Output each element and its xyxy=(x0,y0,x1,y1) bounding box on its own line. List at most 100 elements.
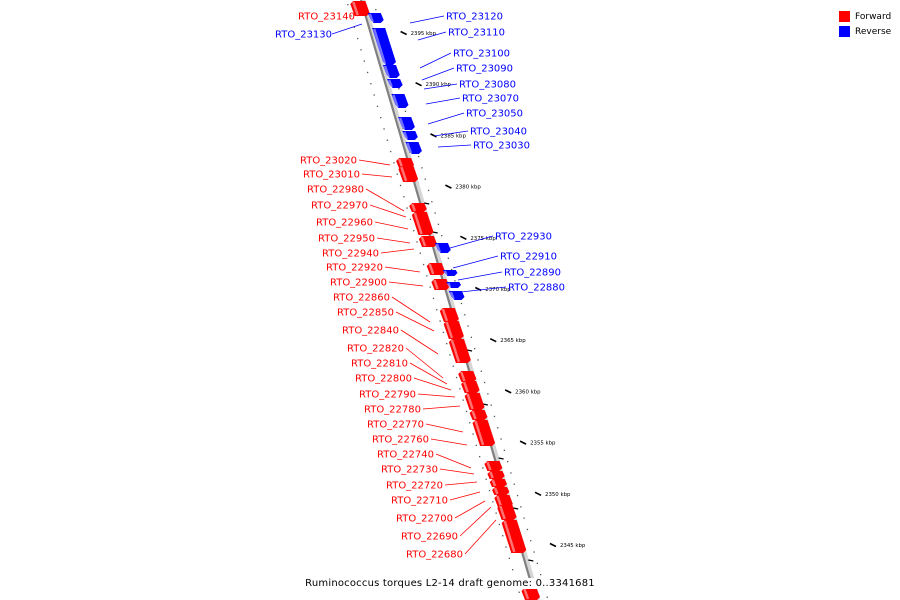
forward-gene-label[interactable]: RTO_22800 xyxy=(355,374,412,385)
reverse-gene-glyph[interactable] xyxy=(382,65,400,78)
guide-dot xyxy=(520,506,522,508)
forward-gene-glyph[interactable] xyxy=(448,339,471,363)
gene-glyphs xyxy=(350,1,540,600)
forward-gene-glyph[interactable] xyxy=(411,212,434,235)
minor-tick xyxy=(482,403,488,406)
reverse-gene-glyph[interactable] xyxy=(387,79,403,88)
guide-dot xyxy=(462,399,464,401)
reverse-gene-label[interactable]: RTO_23030 xyxy=(473,141,530,152)
reverse-gene-label[interactable]: RTO_23040 xyxy=(470,127,527,138)
reverse-gene-label[interactable]: RTO_23080 xyxy=(459,80,516,91)
reverse-gene-label[interactable]: RTO_23070 xyxy=(462,94,519,105)
forward-gene-label[interactable]: RTO_22900 xyxy=(330,278,387,289)
forward-gene-label[interactable]: RTO_22700 xyxy=(396,514,453,525)
guide-dot xyxy=(386,139,389,141)
forward-gene-glyph[interactable] xyxy=(461,381,480,393)
reverse-gene-label[interactable]: RTO_23130 xyxy=(275,30,332,41)
forward-gene-label[interactable]: RTO_22680 xyxy=(406,550,463,561)
scale-tick-mark xyxy=(489,337,497,343)
reverse-gene-label[interactable]: RTO_23100 xyxy=(453,49,510,60)
reverse-gene-glyph[interactable] xyxy=(398,117,415,130)
forward-gene-glyph[interactable] xyxy=(489,479,508,487)
forward-gene-glyph[interactable] xyxy=(484,461,503,471)
forward-gene-label[interactable]: RTO_22980 xyxy=(307,185,364,196)
forward-gene-label[interactable]: RTO_22950 xyxy=(318,234,375,245)
reverse-gene-glyph[interactable] xyxy=(391,94,409,108)
reverse-gene-glyph[interactable] xyxy=(402,131,418,140)
forward-gene-glyph[interactable] xyxy=(464,393,485,410)
gene-highlight xyxy=(352,1,359,16)
guide-dot xyxy=(427,189,430,192)
guide-dot xyxy=(447,257,449,259)
reverse-gene-label[interactable]: RTO_22880 xyxy=(508,283,565,294)
scale-tick-mark xyxy=(534,491,542,497)
reverse-gene-glyph[interactable] xyxy=(446,282,461,288)
forward-gene-label[interactable]: RTO_22860 xyxy=(333,293,390,304)
forward-gene-glyph[interactable] xyxy=(418,236,438,247)
forward-gene-glyph[interactable] xyxy=(458,371,477,382)
forward-gene-label[interactable]: RTO_23010 xyxy=(303,170,360,181)
reverse-gene-glyph[interactable] xyxy=(372,28,396,65)
forward-gene-glyph[interactable] xyxy=(426,263,446,275)
forward-gene-label[interactable]: RTO_23140 xyxy=(298,12,355,23)
forward-gene-glyph[interactable] xyxy=(398,166,419,182)
guide-dot xyxy=(360,49,362,51)
forward-gene-label[interactable]: RTO_22760 xyxy=(372,435,429,446)
reverse-gene-label[interactable]: RTO_23090 xyxy=(456,64,513,75)
forward-gene-glyph[interactable] xyxy=(439,308,459,322)
forward-gene-label[interactable]: RTO_22960 xyxy=(316,218,373,229)
forward-gene-glyph[interactable] xyxy=(487,471,505,479)
forward-gene-glyph[interactable] xyxy=(494,495,513,507)
forward-gene-label[interactable]: RTO_22690 xyxy=(401,532,458,543)
forward-gene-glyph[interactable] xyxy=(469,410,488,420)
forward-gene-label[interactable]: RTO_22730 xyxy=(381,465,438,476)
forward-gene-label[interactable]: RTO_22780 xyxy=(364,405,421,416)
reverse-gene-label[interactable]: RTO_23050 xyxy=(466,109,523,120)
forward-gene-label[interactable]: RTO_22850 xyxy=(337,308,394,319)
forward-gene-label[interactable]: RTO_22770 xyxy=(367,420,424,431)
reverse-gene-glyph[interactable] xyxy=(442,270,458,276)
forward-gene-label[interactable]: RTO_22790 xyxy=(359,390,416,401)
forward-gene-glyph[interactable] xyxy=(497,505,517,520)
forward-gene-glyph[interactable] xyxy=(501,520,527,553)
guide-dot xyxy=(472,433,474,435)
reverse-gene-glyph[interactable] xyxy=(367,13,384,23)
forward-gene-glyph[interactable] xyxy=(409,203,427,212)
reverse-gene-leader xyxy=(409,15,445,24)
forward-gene-label[interactable]: RTO_22710 xyxy=(391,496,448,507)
forward-gene-glyph[interactable] xyxy=(350,1,370,16)
guide-dot xyxy=(500,438,502,440)
scale-tick-label: 2365 kbp xyxy=(500,338,526,344)
forward-gene-label[interactable]: RTO_22720 xyxy=(386,481,443,492)
guide-dot xyxy=(488,489,491,492)
forward-gene-glyph[interactable] xyxy=(521,588,541,600)
reverse-gene-label[interactable]: RTO_22890 xyxy=(504,268,561,279)
forward-gene-label[interactable]: RTO_23020 xyxy=(300,156,357,167)
forward-gene-leader xyxy=(405,347,444,379)
forward-gene-glyph[interactable] xyxy=(492,487,510,495)
forward-gene-label[interactable]: RTO_22940 xyxy=(322,249,379,260)
forward-gene-glyph[interactable] xyxy=(396,158,414,168)
reverse-gene-leader xyxy=(427,112,465,125)
gene-labels: RTO_23140 RTO_23020 RTO_23010 RTO_22980 RTO_… xyxy=(275,12,565,561)
forward-gene-glyph[interactable] xyxy=(472,420,496,446)
gene-highlight xyxy=(387,79,393,88)
forward-gene-glyph[interactable] xyxy=(443,321,464,339)
reverse-gene-glyph[interactable] xyxy=(434,243,451,253)
reverse-gene-label[interactable]: RTO_22910 xyxy=(500,252,557,263)
forward-gene-glyph[interactable] xyxy=(431,279,450,290)
forward-gene-label[interactable]: RTO_22840 xyxy=(342,326,399,337)
guide-dot xyxy=(398,88,400,90)
reverse-gene-label[interactable]: RTO_23110 xyxy=(448,28,505,39)
forward-gene-label[interactable]: RTO_22920 xyxy=(326,263,383,274)
reverse-gene-glyph[interactable] xyxy=(448,291,465,300)
reverse-gene-label[interactable]: RTO_23120 xyxy=(446,12,503,23)
reverse-gene-glyph[interactable] xyxy=(405,142,422,154)
forward-gene-label[interactable]: RTO_22810 xyxy=(351,359,408,370)
forward-gene-label[interactable]: RTO_22740 xyxy=(377,450,434,461)
reverse-gene-label[interactable]: RTO_22930 xyxy=(495,232,552,243)
forward-gene-label[interactable]: RTO_22970 xyxy=(311,201,368,212)
forward-gene-label[interactable]: RTO_22820 xyxy=(347,344,404,355)
forward-gene-leader xyxy=(400,329,439,355)
gene-highlight xyxy=(493,487,499,495)
